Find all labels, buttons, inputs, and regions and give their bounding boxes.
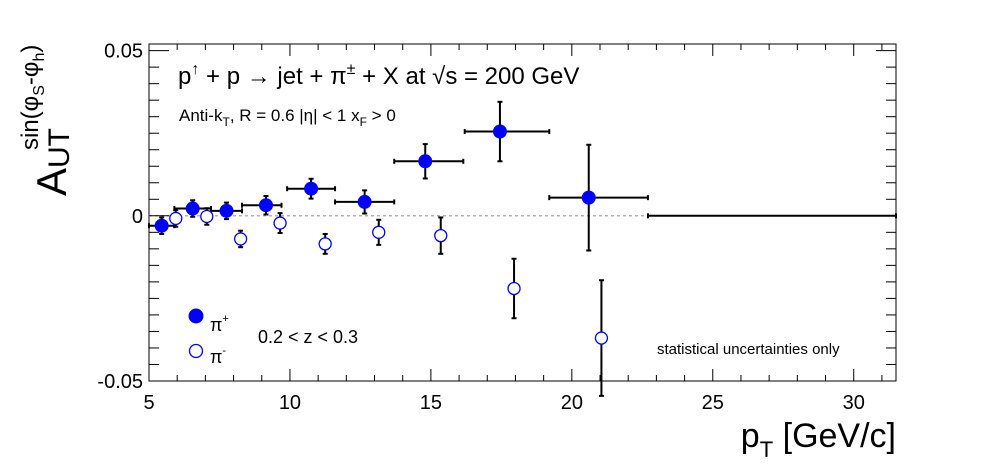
x-axis-label: pT [GeV/c] bbox=[741, 417, 896, 462]
data-point bbox=[492, 124, 507, 139]
plot-frame bbox=[148, 43, 897, 382]
data-point bbox=[594, 331, 609, 345]
y-tick-label: 0.05 bbox=[104, 41, 143, 63]
data-point bbox=[357, 194, 372, 209]
x-tick-label: 10 bbox=[279, 392, 301, 414]
data-point bbox=[581, 190, 596, 205]
data-point bbox=[507, 281, 521, 296]
y-tick-label: 0 bbox=[132, 206, 143, 228]
data-point bbox=[219, 203, 234, 218]
y-tick-label: -0.05 bbox=[97, 371, 143, 393]
series-pi-plus bbox=[148, 100, 897, 252]
data-point bbox=[169, 211, 183, 226]
x-tick-label: 5 bbox=[143, 392, 154, 414]
data-point bbox=[185, 201, 200, 216]
legend: π+ π- bbox=[188, 308, 229, 367]
chart-subtitle: Anti-kT, R = 0.6 |η| < 1 xF > 0 bbox=[179, 106, 396, 129]
x-tick-label: 25 bbox=[702, 392, 724, 414]
x-tick-label: 30 bbox=[843, 392, 865, 414]
data-point bbox=[200, 209, 214, 224]
y-axis-label: AUT sin(φS-φh) bbox=[17, 45, 76, 196]
x-tick-label: 20 bbox=[561, 392, 583, 414]
data-point bbox=[154, 218, 169, 233]
legend-label-pi-minus: π- bbox=[210, 345, 226, 367]
y-axis-ticks: -0.05 0 0.05 bbox=[97, 41, 896, 393]
data-point bbox=[318, 237, 332, 251]
svg-text:sin(φS-φh): sin(φS-φh) bbox=[17, 45, 48, 150]
data-point bbox=[233, 232, 248, 246]
data-point bbox=[372, 225, 386, 239]
data-point bbox=[434, 228, 448, 243]
x-tick-label: 15 bbox=[420, 392, 442, 414]
data-point bbox=[258, 198, 273, 213]
chart-title: p↑ + p → jet + π± + X at √s = 200 GeV bbox=[178, 61, 579, 90]
z-range-label: 0.2 < z < 0.3 bbox=[258, 327, 358, 347]
x-axis-ticks: 5 10 15 20 25 30 bbox=[143, 44, 883, 414]
legend-marker-pi-minus bbox=[188, 343, 204, 359]
statistical-uncertainty-note: statistical uncertainties only bbox=[657, 341, 840, 358]
data-marks bbox=[148, 100, 897, 397]
series-pi-minus bbox=[169, 207, 609, 397]
data-point bbox=[304, 181, 319, 196]
data-point bbox=[418, 154, 433, 169]
data-point bbox=[273, 216, 287, 230]
legend-label-pi-plus: π+ bbox=[210, 313, 229, 335]
legend-marker-pi-plus bbox=[188, 308, 204, 324]
